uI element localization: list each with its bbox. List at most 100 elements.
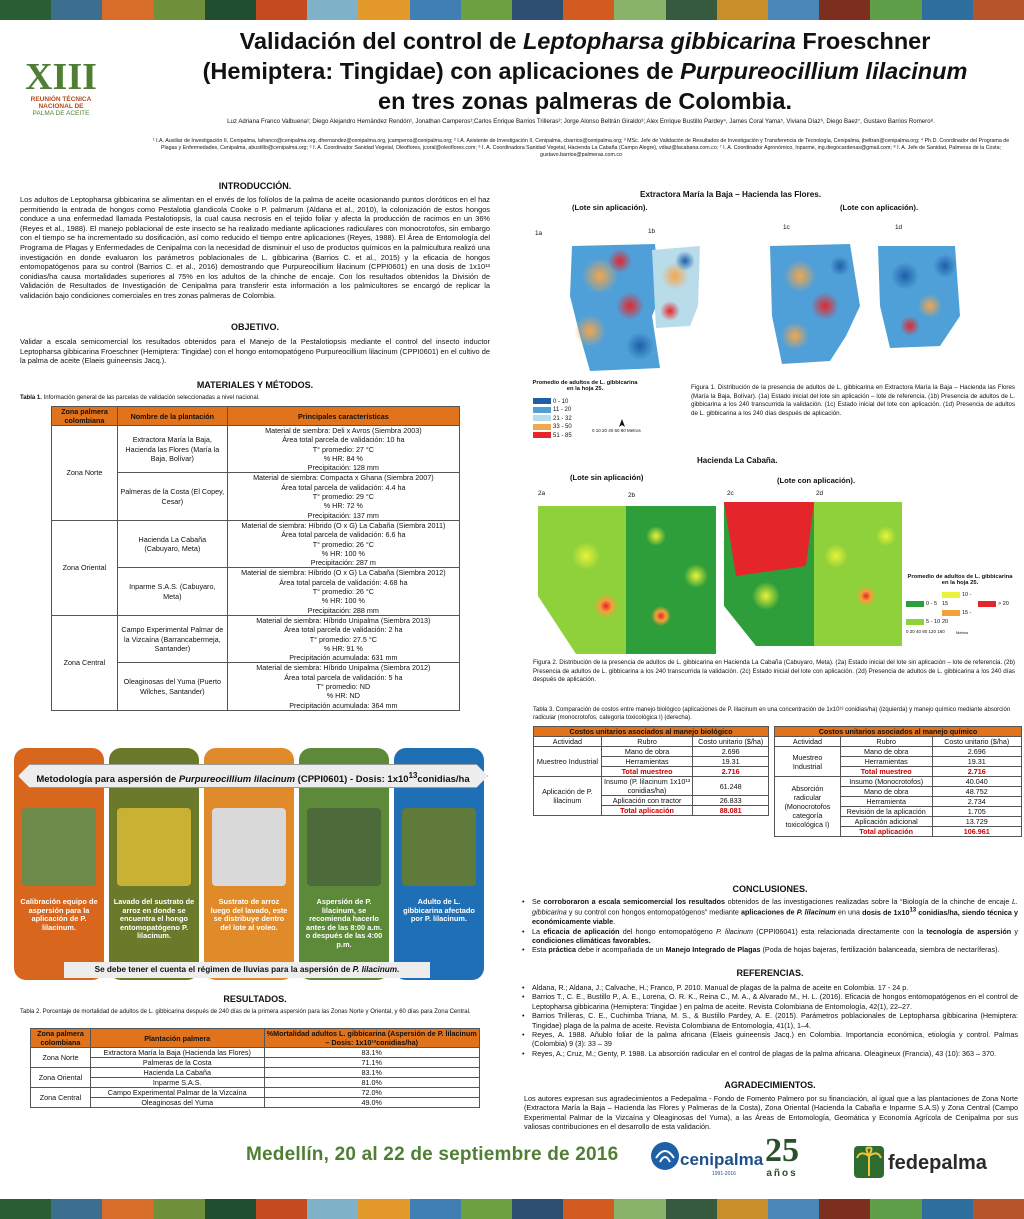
acknowledgments-heading: AGRADECIMIENTOS. <box>724 1080 816 1090</box>
table-row: Aplicación de P. lilacinum Insumo (P. lil… <box>533 776 769 816</box>
column-header: Rubro <box>839 736 933 747</box>
farm-cell: Inparme S.A.S. (Cabuyaro, Meta) <box>116 567 228 616</box>
fig1-caption: Figura 1. Distribución de la presencia d… <box>691 384 1015 417</box>
table3-biological: Costos unitarios asociados al manejo bio… <box>533 726 769 816</box>
legend-label: 0 - 10 <box>553 399 569 405</box>
affiliations: ¹ I.A. Auxiliar de Investigación II, Cen… <box>152 138 1010 159</box>
characteristic-line: Precipitación: 287 m <box>310 558 376 568</box>
bar-segment <box>409 0 461 20</box>
mortality-cell: 83.1% <box>263 1067 480 1078</box>
characteristic-line: Material de siembra: Deli x Avros (Siemb… <box>265 426 422 435</box>
cost-cell: 2.716 <box>931 766 1023 777</box>
panel-label: 2d <box>816 490 824 497</box>
bar-segment <box>307 1199 359 1219</box>
characteristic-line: % HR: 84 % <box>323 453 363 463</box>
bar-segment <box>665 1199 717 1219</box>
table-header: %Mortalidad adultos L. gibbicarina (Aspe… <box>263 1028 480 1048</box>
column-header: Rubro <box>600 736 694 747</box>
bar-segment <box>256 1199 308 1219</box>
fig2-scale: 0 20 40 80 120 160 <box>906 629 945 634</box>
reference-item: Barrios T., C. E., Bustillo P., A. E., L… <box>520 992 1018 1011</box>
legend-item: 11 - 20 <box>533 406 572 414</box>
logo-numeral: XIII <box>25 56 97 98</box>
bar-segment <box>358 1199 410 1219</box>
bar-segment <box>51 1199 103 1219</box>
fig1-left-label: (Lote sin aplicación). <box>572 203 648 212</box>
characteristic-line: % HR: ND <box>326 691 360 701</box>
characteristic-line: Material de siembra: Híbrido (O x G) La … <box>241 520 446 530</box>
bar-segment <box>870 1199 922 1219</box>
cost-cell: 48.752 <box>931 786 1023 797</box>
panel-label: 2c <box>727 490 734 497</box>
characteristic-line: Área total parcela de validación: 6.6 ha <box>281 530 406 540</box>
legend-label: 51 - 85 <box>553 432 572 439</box>
table-row: Inparme S.A.S. 81.0% <box>31 1077 480 1088</box>
cost-cell: 61.248 <box>692 776 769 796</box>
table-row: Total aplicación 88.081 <box>534 805 769 816</box>
legend-label: 15 - 20 <box>942 610 972 625</box>
characteristics-cell: Material de siembra: Deli x Avros (Siemb… <box>226 424 461 474</box>
legend-label: 0 - 5 <box>926 601 938 607</box>
farm-cell: Inparme S.A.S. <box>89 1077 265 1088</box>
table-header-row: Actividad Rubro Costo unitario ($/ha) <box>774 736 1023 747</box>
zone-cell: Zona Norte <box>51 425 118 521</box>
rubro-cell: Herramientas <box>600 756 694 767</box>
table1-caption: Tabla 1. Información general de las parc… <box>20 395 260 401</box>
bar-segment <box>204 1199 257 1219</box>
bar-segment <box>460 0 513 20</box>
fig2-title: Hacienda La Cabaña. <box>697 456 778 465</box>
methods-heading: MATERIALES Y MÉTODOS. <box>196 380 314 390</box>
logo-line: NACIONAL DE <box>38 103 84 110</box>
step-photo <box>307 808 381 886</box>
characteristics-cell: Material de siembra: Compacta x Ghana (S… <box>226 472 461 521</box>
characteristic-line: Precipitación: 137 mm <box>307 510 379 520</box>
farm-cell: Palmeras de la Costa <box>89 1057 265 1068</box>
logo-line: PALMA DE ACEITE <box>32 110 90 117</box>
authors-line: Luz Adriana Franco Valbuena¹; Diego Alej… <box>227 118 935 125</box>
characteristic-line: Precipitación: 288 mm <box>307 605 379 615</box>
column-header: Costo unitario ($/ha) <box>931 736 1023 747</box>
bar-segment <box>972 0 1024 20</box>
characteristic-line: Área total parcela de validación: 10 ha <box>282 435 405 445</box>
fig1-legend: 0 - 10 11 - 20 21 - 32 33 - 50 51 - 85 <box>533 398 572 440</box>
panel-label: 1d <box>895 224 903 231</box>
legend-swatch <box>906 600 924 607</box>
farm-cell: Palmeras de la Costa (El Copey, Cesar) <box>116 472 228 521</box>
table-row: Oleaginosas del Yuma 49.0% <box>31 1097 480 1108</box>
table-row: Zona Norte Extractora María la Baja, Haci… <box>51 424 461 521</box>
mortality-cell: 72.0% <box>263 1087 480 1098</box>
rubro-cell: Herramientas <box>839 756 933 767</box>
cost-cell: 88.081 <box>692 805 769 816</box>
characteristics-cell: Material de siembra: Híbrido Unipalma (S… <box>226 614 461 664</box>
table-row: Muestreo Industrial Mano de obra 2.696 <box>774 746 1023 777</box>
table-header: Nombre de la plantación <box>116 406 228 426</box>
legend-item: > 20 <box>978 600 1014 609</box>
characteristic-line: Área total parcela de validación: 4.4 ha <box>281 482 406 492</box>
characteristic-line: Material de siembra: Híbrido (O x G) La … <box>241 568 446 578</box>
bar-segment <box>256 0 308 20</box>
bar-segment <box>716 1199 769 1219</box>
step-photo <box>402 808 476 886</box>
legend-swatch <box>906 618 924 625</box>
cost-cell: 2.734 <box>931 796 1023 807</box>
farm-cell: Campo Experimental Palmar de la Vizcaína <box>89 1087 265 1098</box>
characteristic-line: T° promedio: 26 °C <box>312 539 374 549</box>
cost-cell: 26.833 <box>692 795 769 806</box>
legend-label: > 20 <box>998 601 1009 607</box>
intro-heading: INTRODUCCIÓN. <box>218 181 292 191</box>
cost-cell: 19.31 <box>692 756 769 767</box>
cost-cell: 19.31 <box>931 756 1023 767</box>
activity-cell: Muestreo Industrial <box>533 746 602 777</box>
bar-segment <box>51 0 103 20</box>
rubro-cell: Insumo (Monocrotofos) <box>839 776 933 787</box>
legend-swatch <box>533 406 551 413</box>
fig2-legend: 0 - 5 10 - 15 > 20 5 - 1015 - 20 <box>906 591 1016 627</box>
characteristic-line: Área total parcela de validación: 2 ha <box>284 625 403 635</box>
step-text: Adulto de L. gibbicarina afectado por P.… <box>403 897 475 924</box>
legend-item: 33 - 50 <box>533 423 572 431</box>
legend-swatch <box>942 591 960 598</box>
column-header: Actividad <box>774 736 841 747</box>
legend-label: 11 - 20 <box>553 407 572 414</box>
bar-segment <box>563 1199 615 1219</box>
bar-segment <box>460 1199 513 1219</box>
